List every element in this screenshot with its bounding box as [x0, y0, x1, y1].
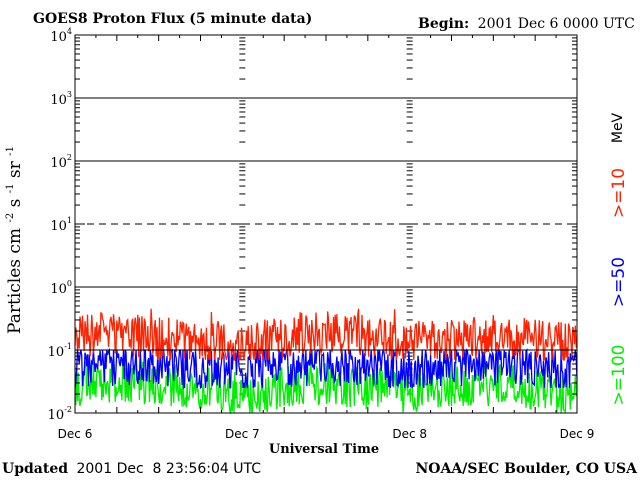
series-line-100mev — [74, 361, 578, 415]
legend-item-2: >=100 — [609, 345, 629, 406]
legend: MeV >=10 >=50 >=100 — [609, 112, 629, 405]
y-tick-label-6: 104 — [50, 27, 72, 45]
x-axis-label: Universal Time — [269, 442, 379, 457]
begin-label-key: Begin: — [418, 16, 469, 32]
y-tick-label-4: 102 — [50, 153, 72, 171]
y-axis-unit-exp-3: -1 — [5, 146, 16, 156]
x-tick-label-3: Dec 9 — [560, 427, 595, 441]
series-line-10mev — [74, 308, 578, 361]
x-tick-label-0: Dec 6 — [58, 427, 93, 441]
source-credit: NOAA/SEC Boulder, CO USA — [416, 461, 639, 477]
y-axis-unit-sr: sr — [5, 160, 25, 178]
x-tick-label-1: Dec 7 — [225, 427, 260, 441]
series-line-50mev — [74, 347, 578, 390]
legend-unit: MeV — [610, 112, 626, 143]
updated-line: Updated 2001 Dec 8 23:56:04 UTC — [2, 461, 261, 477]
y-tick-label-0: 10-2 — [48, 405, 72, 423]
x-tick-labels: Dec 6 Dec 7 Dec 8 Dec 9 — [58, 427, 595, 441]
y-axis-unit-s: s — [5, 199, 25, 208]
chart-title: GOES8 Proton Flux (5 minute data) — [33, 11, 312, 27]
legend-item-1: >=50 — [609, 257, 629, 307]
x-tick-label-2: Dec 8 — [392, 427, 427, 441]
begin-label: Begin: 2001 Dec 6 0000 UTC — [418, 16, 635, 32]
legend-item-0: >=10 — [609, 168, 629, 218]
updated-value: 2001 Dec 8 23:56:04 UTC — [76, 461, 261, 477]
y-axis-unit-exp-1: -2 — [5, 213, 16, 223]
y-axis-label-prefix: Particles cm — [5, 228, 25, 334]
plot-frame — [74, 34, 578, 414]
y-axis-unit-exp-2: -1 — [5, 183, 16, 193]
y-tick-label-5: 103 — [50, 90, 72, 108]
grid — [75, 34, 577, 414]
begin-label-value: 2001 Dec 6 0000 UTC — [478, 16, 635, 32]
y-tick-label-3: 101 — [50, 216, 72, 234]
y-axis-label: Particles cm -2 s -1 sr -1 — [0, 146, 25, 334]
y-tick-label-1: 10-1 — [48, 342, 72, 360]
y-tick-labels: 10-2 10-1 100 101 102 103 104 — [48, 27, 72, 423]
series-layer — [74, 308, 578, 415]
day-divider-1 — [237, 34, 248, 414]
y-tick-label-2: 100 — [50, 279, 72, 297]
updated-label: Updated — [2, 461, 68, 477]
